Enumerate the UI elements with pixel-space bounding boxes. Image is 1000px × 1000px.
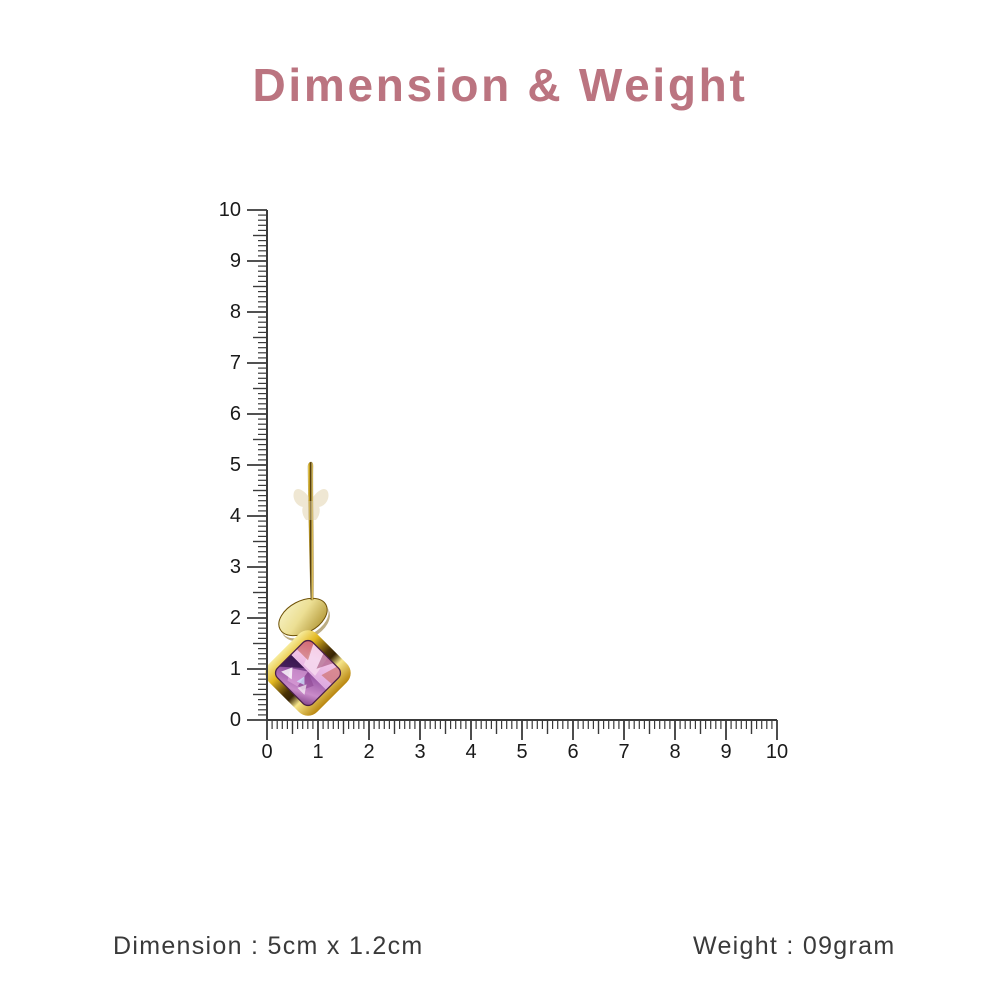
- svg-text:4: 4: [230, 505, 241, 527]
- svg-text:0: 0: [230, 709, 241, 731]
- svg-text:10: 10: [766, 741, 788, 763]
- svg-text:8: 8: [669, 741, 680, 763]
- svg-text:2: 2: [230, 607, 241, 629]
- svg-text:3: 3: [230, 556, 241, 578]
- svg-text:9: 9: [230, 250, 241, 272]
- svg-text:0: 0: [261, 741, 272, 763]
- svg-text:5: 5: [230, 454, 241, 476]
- svg-text:10: 10: [219, 199, 241, 221]
- svg-text:7: 7: [230, 352, 241, 374]
- svg-text:1: 1: [312, 741, 323, 763]
- svg-text:3: 3: [414, 741, 425, 763]
- svg-text:9: 9: [720, 741, 731, 763]
- svg-text:1: 1: [230, 658, 241, 680]
- svg-text:2: 2: [363, 741, 374, 763]
- svg-text:6: 6: [230, 403, 241, 425]
- svg-text:6: 6: [567, 741, 578, 763]
- svg-text:4: 4: [465, 741, 476, 763]
- svg-text:8: 8: [230, 301, 241, 323]
- svg-text:5: 5: [516, 741, 527, 763]
- svg-text:7: 7: [618, 741, 629, 763]
